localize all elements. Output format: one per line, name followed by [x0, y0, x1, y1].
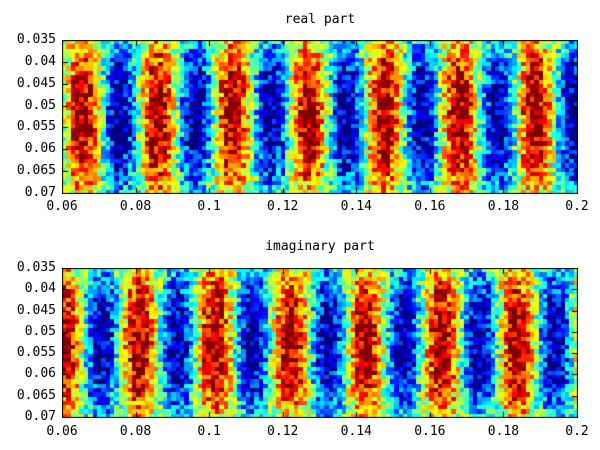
x-tick-label: 0.14 [340, 424, 372, 439]
y-tick-label: 0.055 [16, 119, 56, 135]
x-tick-label: 0.08 [119, 199, 152, 214]
y-tick-label: 0.04 [24, 281, 56, 297]
y-tick-label: 0.07 [24, 409, 56, 424]
y-tick-label: 0.06 [24, 141, 56, 157]
y-tick-label: 0.045 [16, 302, 56, 318]
x-tick-label: 0.14 [340, 199, 372, 214]
x-tick-label: 0.18 [487, 199, 520, 214]
x-tick-label: 0.2 [565, 424, 589, 439]
y-tick-label: 0.035 [16, 32, 56, 47]
y-tick-label: 0.055 [16, 345, 56, 361]
y-tick-label: 0.035 [16, 260, 56, 275]
plot-frame-imaginary-part [62, 268, 578, 418]
x-tick-label: 0.12 [267, 424, 299, 439]
x-tick-label: 0.16 [414, 199, 446, 214]
x-tick-label: 0.1 [197, 424, 221, 439]
y-tick-label: 0.065 [16, 387, 56, 403]
x-tick-label: 0.16 [414, 424, 446, 439]
x-tick-label: 0.08 [119, 424, 152, 439]
x-tick-label: 0.06 [46, 424, 78, 439]
y-tick-label: 0.045 [16, 75, 56, 91]
x-tick-label: 0.1 [197, 199, 221, 214]
y-tick-label: 0.06 [24, 366, 56, 382]
y-tick-label: 0.07 [24, 185, 56, 200]
heatmap-canvas-imaginary-part [62, 268, 578, 418]
y-tick-label: 0.05 [24, 97, 56, 113]
plot-frame-real-part [62, 40, 578, 194]
plot-title-real-part: real part [284, 12, 356, 27]
plot-title-imaginary-part: imaginary part [265, 239, 375, 254]
x-tick-label: 0.2 [565, 199, 589, 214]
y-tick-label: 0.05 [24, 323, 56, 339]
heatmap-canvas-real-part [62, 40, 578, 194]
y-tick-label: 0.04 [24, 53, 56, 69]
y-tick-label: 0.065 [16, 163, 56, 179]
x-tick-label: 0.06 [46, 199, 78, 214]
x-tick-label: 0.12 [267, 199, 299, 214]
x-tick-label: 0.18 [487, 424, 520, 439]
